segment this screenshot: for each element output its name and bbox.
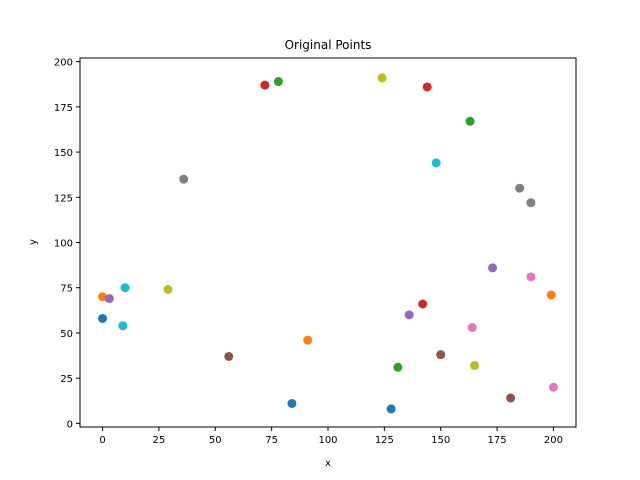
plot-frame [79, 57, 577, 428]
scatter-point [467, 323, 477, 333]
scatter-point [98, 292, 108, 302]
y-tick-label: 25 [60, 374, 73, 385]
scatter-point [515, 183, 525, 193]
x-axis-label: x [325, 458, 331, 469]
scatter-point [303, 335, 313, 345]
scatter-point [224, 351, 234, 361]
y-axis-label: y [28, 239, 39, 245]
ticks-layer: 0 25 50 75 100 125 150 175 200 0 25 50 75 100 125 150 17… [54, 58, 563, 446]
scatter-point [163, 285, 173, 295]
chart-title: Original Points [285, 38, 372, 52]
x-tick-label: 200 [544, 435, 563, 446]
x-tick-label: 75 [265, 435, 278, 446]
x-tick-label: 125 [375, 435, 394, 446]
scatter-point [506, 393, 516, 403]
y-tick-label: 200 [54, 58, 73, 69]
x-tick-label: 150 [431, 435, 450, 446]
points-layer [98, 73, 558, 414]
x-tick-label: 100 [318, 435, 337, 446]
scatter-point [98, 313, 108, 323]
scatter-point [488, 263, 498, 273]
scatter-point [431, 158, 441, 168]
scatter-point [120, 283, 130, 293]
y-tick-label: 75 [60, 284, 73, 295]
scatter-point [546, 290, 556, 300]
scatter-point [393, 362, 403, 372]
scatter-point [422, 82, 432, 92]
scatter-point [386, 404, 396, 414]
scatter-point [526, 198, 536, 208]
y-tick-label: 50 [60, 329, 73, 340]
scatter-point [470, 361, 480, 370]
y-tick-label: 125 [54, 193, 73, 204]
scatter-point [526, 272, 536, 282]
y-tick-label: 175 [54, 103, 73, 114]
scatter-point [418, 299, 428, 309]
scatter-point [260, 80, 270, 90]
scatter-point [548, 382, 558, 392]
scatter-point [404, 310, 414, 320]
scatter-point [104, 294, 114, 304]
scatter-point [465, 116, 475, 126]
scatter-point [179, 174, 189, 184]
x-tick-label: 175 [488, 435, 507, 446]
scatter-point [287, 398, 297, 408]
x-tick-label: 50 [209, 435, 222, 446]
x-tick-label: 25 [153, 435, 166, 446]
scatter-point [436, 350, 446, 360]
y-tick-label: 150 [54, 148, 73, 159]
scatter-point [377, 73, 387, 83]
x-tick-label: 0 [99, 435, 105, 446]
scatter-point [273, 77, 283, 87]
y-tick-label: 100 [54, 239, 73, 250]
scatter-point [118, 321, 128, 331]
y-tick-label: 0 [67, 419, 73, 430]
